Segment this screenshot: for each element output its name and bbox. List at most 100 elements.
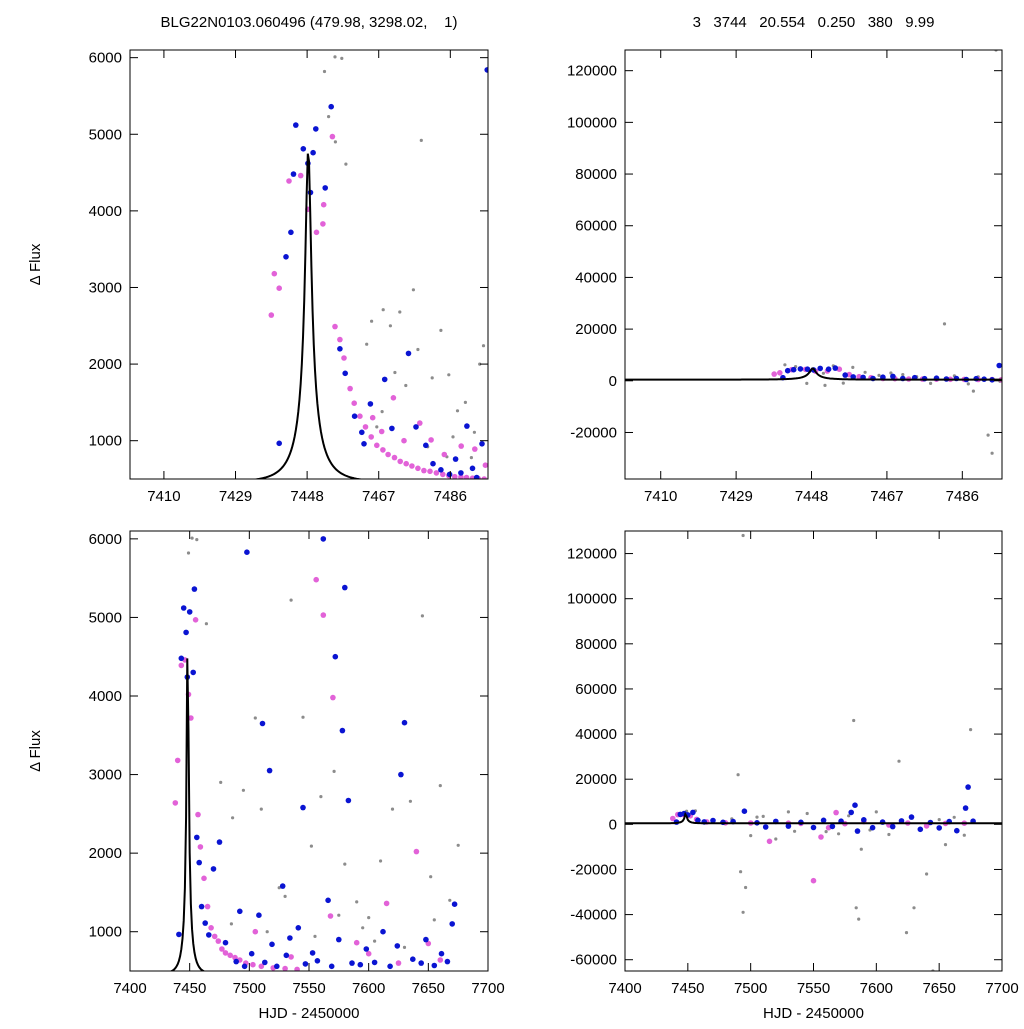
point-pink	[286, 178, 292, 184]
x-tick-label: 7650	[922, 980, 955, 997]
point-blue	[183, 629, 189, 636]
point-gray	[432, 918, 436, 922]
point-gray	[851, 365, 855, 369]
point-blue	[762, 824, 769, 830]
y-tick-label: 4000	[89, 203, 122, 220]
point-blue	[244, 549, 250, 555]
point-pink	[276, 285, 283, 292]
y-tick-label: 5000	[89, 609, 122, 626]
y-axis-label: Δ Flux	[27, 243, 44, 285]
point-gray	[904, 931, 909, 935]
y-tick-label: 5000	[89, 126, 122, 143]
point-blue	[413, 424, 419, 430]
point-blue	[785, 823, 792, 829]
point-pink	[330, 694, 336, 701]
point-gray	[404, 383, 408, 388]
point-blue	[908, 814, 915, 820]
point-blue	[954, 827, 960, 834]
point-pink	[397, 458, 404, 465]
point-blue	[438, 467, 444, 473]
point-blue	[302, 961, 309, 967]
point-gray	[253, 716, 257, 720]
point-gray	[419, 138, 423, 142]
point-gray	[344, 162, 348, 166]
point-blue	[810, 824, 817, 831]
point-gray	[897, 759, 901, 763]
point-blue	[804, 366, 811, 373]
point-blue	[256, 912, 262, 918]
point-gray	[943, 843, 948, 847]
point-gray	[741, 533, 745, 538]
point-pink	[777, 370, 783, 376]
point-gray	[333, 140, 337, 144]
point-blue	[262, 959, 268, 966]
point-blue	[861, 817, 867, 823]
point-blue	[832, 365, 839, 371]
point-blue	[710, 817, 716, 824]
point-blue	[320, 536, 327, 542]
point-blue	[269, 941, 275, 948]
point-blue	[996, 362, 1002, 369]
point-gray	[411, 288, 415, 292]
point-gray	[912, 906, 916, 910]
y-tick-label: 60000	[575, 681, 617, 698]
x-tick-label: 7410	[147, 488, 180, 505]
point-blue	[314, 958, 321, 964]
point-pink	[313, 576, 320, 583]
point-gray	[319, 795, 323, 799]
x-tick-label: 7700	[985, 980, 1018, 997]
y-tick-label: 1000	[89, 924, 122, 941]
point-pink	[204, 903, 211, 910]
point-blue	[328, 963, 335, 970]
point-gray	[370, 319, 374, 323]
point-gray	[429, 875, 433, 879]
point-blue	[398, 771, 404, 778]
point-pink	[313, 229, 320, 236]
point-blue	[473, 474, 480, 479]
point-blue	[186, 609, 193, 615]
point-blue	[784, 367, 791, 374]
point-blue	[233, 958, 239, 965]
point-pink	[294, 966, 300, 971]
point-gray	[749, 834, 753, 838]
point-gray	[313, 934, 317, 939]
point-pink	[337, 336, 343, 343]
point-pink	[482, 462, 488, 468]
point-pink	[327, 913, 334, 919]
point-pink	[282, 965, 288, 971]
x-axis-label: HJD - 2450000	[763, 1005, 864, 1022]
point-gray	[755, 815, 759, 819]
point-gray	[761, 814, 765, 819]
plot-frame	[624, 530, 1003, 972]
point-gray	[408, 799, 412, 803]
point-blue	[325, 897, 331, 904]
point-gray	[190, 536, 194, 540]
point-blue	[216, 839, 223, 845]
y-tick-label: 2000	[89, 356, 122, 373]
x-tick-label: 7467	[362, 488, 395, 505]
point-gray	[337, 913, 341, 917]
point-pink	[810, 877, 817, 884]
point-gray	[332, 769, 336, 774]
point-pink	[771, 371, 777, 377]
point-pink	[362, 424, 369, 430]
point-blue	[444, 958, 451, 965]
point-pink	[403, 460, 410, 467]
point-blue	[458, 470, 464, 476]
point-gray	[367, 916, 371, 920]
point-blue	[191, 586, 198, 592]
point-blue	[196, 859, 202, 866]
point-pink	[409, 463, 415, 469]
point-pink	[433, 470, 440, 476]
point-gray	[463, 400, 467, 404]
point-blue	[890, 373, 896, 380]
point-gray	[301, 715, 305, 719]
panel-top-right: 7410 7429 7448 7467 7486 -20000 0 20000 40000 600…	[567, 49, 1003, 505]
x-tick-label: 7500	[734, 980, 767, 997]
y-axis-label: Δ Flux	[27, 730, 44, 772]
point-blue	[237, 908, 243, 915]
point-gray	[231, 816, 235, 820]
point-blue	[917, 826, 924, 833]
y-tick-label: 20000	[575, 321, 617, 338]
